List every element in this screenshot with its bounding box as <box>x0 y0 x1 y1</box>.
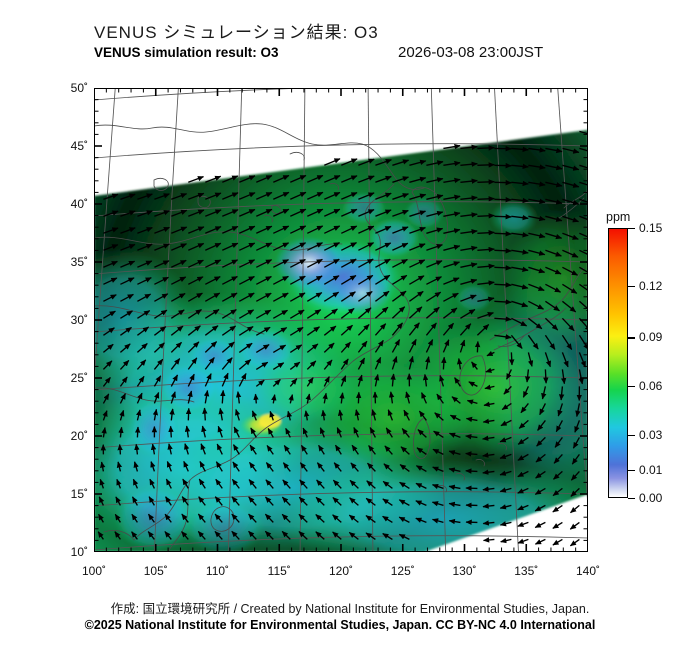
page-title-japanese: VENUS シミュレーション結果: O3 <box>94 23 379 42</box>
timestamp-label: 2026-03-08 23:00JST <box>398 44 544 61</box>
y-tick-label: 45˚ <box>70 139 88 153</box>
x-tick-label: 105˚ <box>143 564 168 578</box>
colorbar-tick <box>628 228 635 230</box>
colorbar-tick-label: 0.03 <box>639 427 663 442</box>
colorbar <box>608 228 628 498</box>
y-tick-label: 15˚ <box>70 487 88 501</box>
y-tick-label: 20˚ <box>70 429 88 443</box>
x-tick-label: 115˚ <box>267 564 291 578</box>
page-title-english: VENUS simulation result: O3 <box>94 45 279 60</box>
colorbar-tick <box>628 498 635 500</box>
colorbar-tick <box>628 385 635 388</box>
y-tick-label: 30˚ <box>70 313 88 327</box>
y-tick-label: 35˚ <box>70 255 88 269</box>
wind-vectors <box>97 130 588 547</box>
y-tick-label: 40˚ <box>70 197 88 211</box>
colorbar-tick <box>628 434 635 436</box>
y-tick-label: 50˚ <box>70 81 88 95</box>
footer-license: ©2025 National Institute for Environment… <box>84 618 596 632</box>
colorbar-tick-label: 0.00 <box>639 491 663 505</box>
x-tick-label: 125˚ <box>390 564 415 578</box>
x-tick-label: 135˚ <box>514 564 539 578</box>
colorbar-tick-label: 0.12 <box>639 279 663 294</box>
map-plot-area <box>94 88 588 552</box>
axis-ticks <box>94 88 588 552</box>
colorbar-tick-label: 0.01 <box>639 462 663 477</box>
colorbar-tick <box>628 469 635 472</box>
y-tick-label: 25˚ <box>70 371 88 385</box>
colorbar-tick-label: 0.06 <box>639 378 663 393</box>
y-tick-label: 10˚ <box>70 545 88 559</box>
colorbar-unit-label: ppm <box>606 210 631 224</box>
colorbar-tick-label: 0.15 <box>639 221 663 235</box>
colorbar-tick <box>628 286 635 288</box>
x-tick-label: 140˚ <box>575 564 601 578</box>
footer-credit: 作成: 国立環境研究所 / Created by National Instit… <box>110 602 590 616</box>
ozone-map-canvas <box>94 88 588 552</box>
x-tick-label: 120˚ <box>328 564 354 578</box>
x-tick-label: 110˚ <box>205 564 230 578</box>
colorbar-tick-label: 0.09 <box>639 330 663 345</box>
colorbar-gradient <box>608 228 628 498</box>
colorbar-tick <box>628 337 635 339</box>
x-tick-label: 130˚ <box>452 564 477 578</box>
x-tick-label: 100˚ <box>81 564 107 578</box>
